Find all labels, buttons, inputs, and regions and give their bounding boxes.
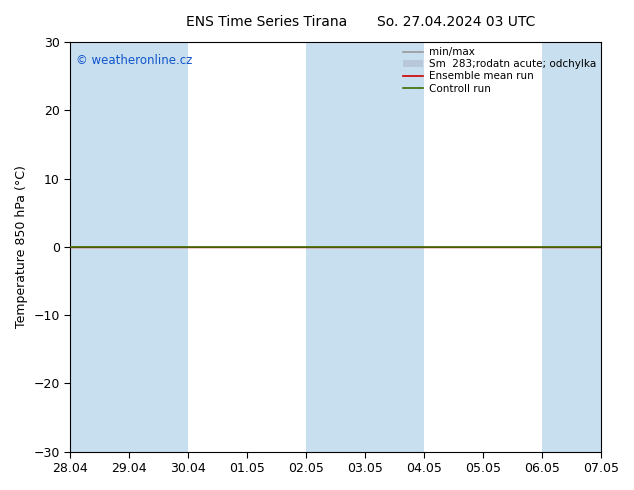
Text: So. 27.04.2024 03 UTC: So. 27.04.2024 03 UTC	[377, 15, 536, 29]
Bar	[129, 42, 188, 452]
Bar	[70, 42, 129, 452]
Bar	[306, 42, 365, 452]
Y-axis label: Temperature 850 hPa (°C): Temperature 850 hPa (°C)	[15, 166, 28, 328]
Legend: min/max, Sm  283;rodatn acute; odchylka, Ensemble mean run, Controll run: min/max, Sm 283;rodatn acute; odchylka, …	[399, 44, 599, 97]
Bar	[365, 42, 424, 452]
Text: © weatheronline.cz: © weatheronline.cz	[75, 54, 192, 67]
Bar	[542, 42, 601, 452]
Text: ENS Time Series Tirana: ENS Time Series Tirana	[186, 15, 347, 29]
